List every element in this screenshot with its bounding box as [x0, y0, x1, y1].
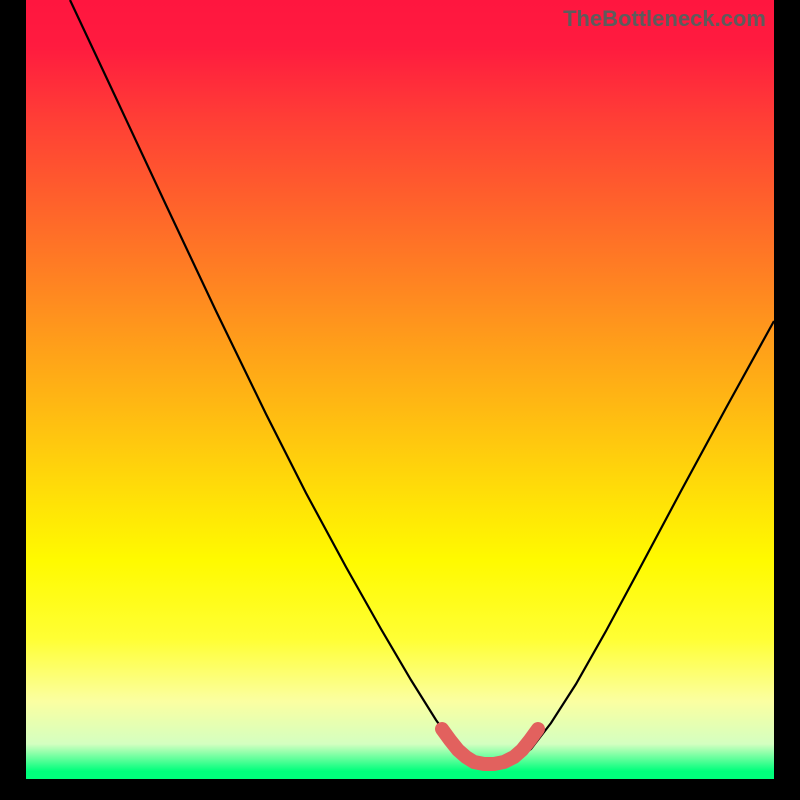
chart-frame: TheBottleneck.com — [0, 0, 800, 800]
frame-border-left — [0, 0, 26, 800]
watermark-text: TheBottleneck.com — [563, 6, 766, 32]
frame-border-right — [774, 0, 800, 800]
plot-svg — [26, 0, 774, 779]
plot-area — [26, 0, 774, 779]
frame-border-bottom — [0, 779, 800, 800]
